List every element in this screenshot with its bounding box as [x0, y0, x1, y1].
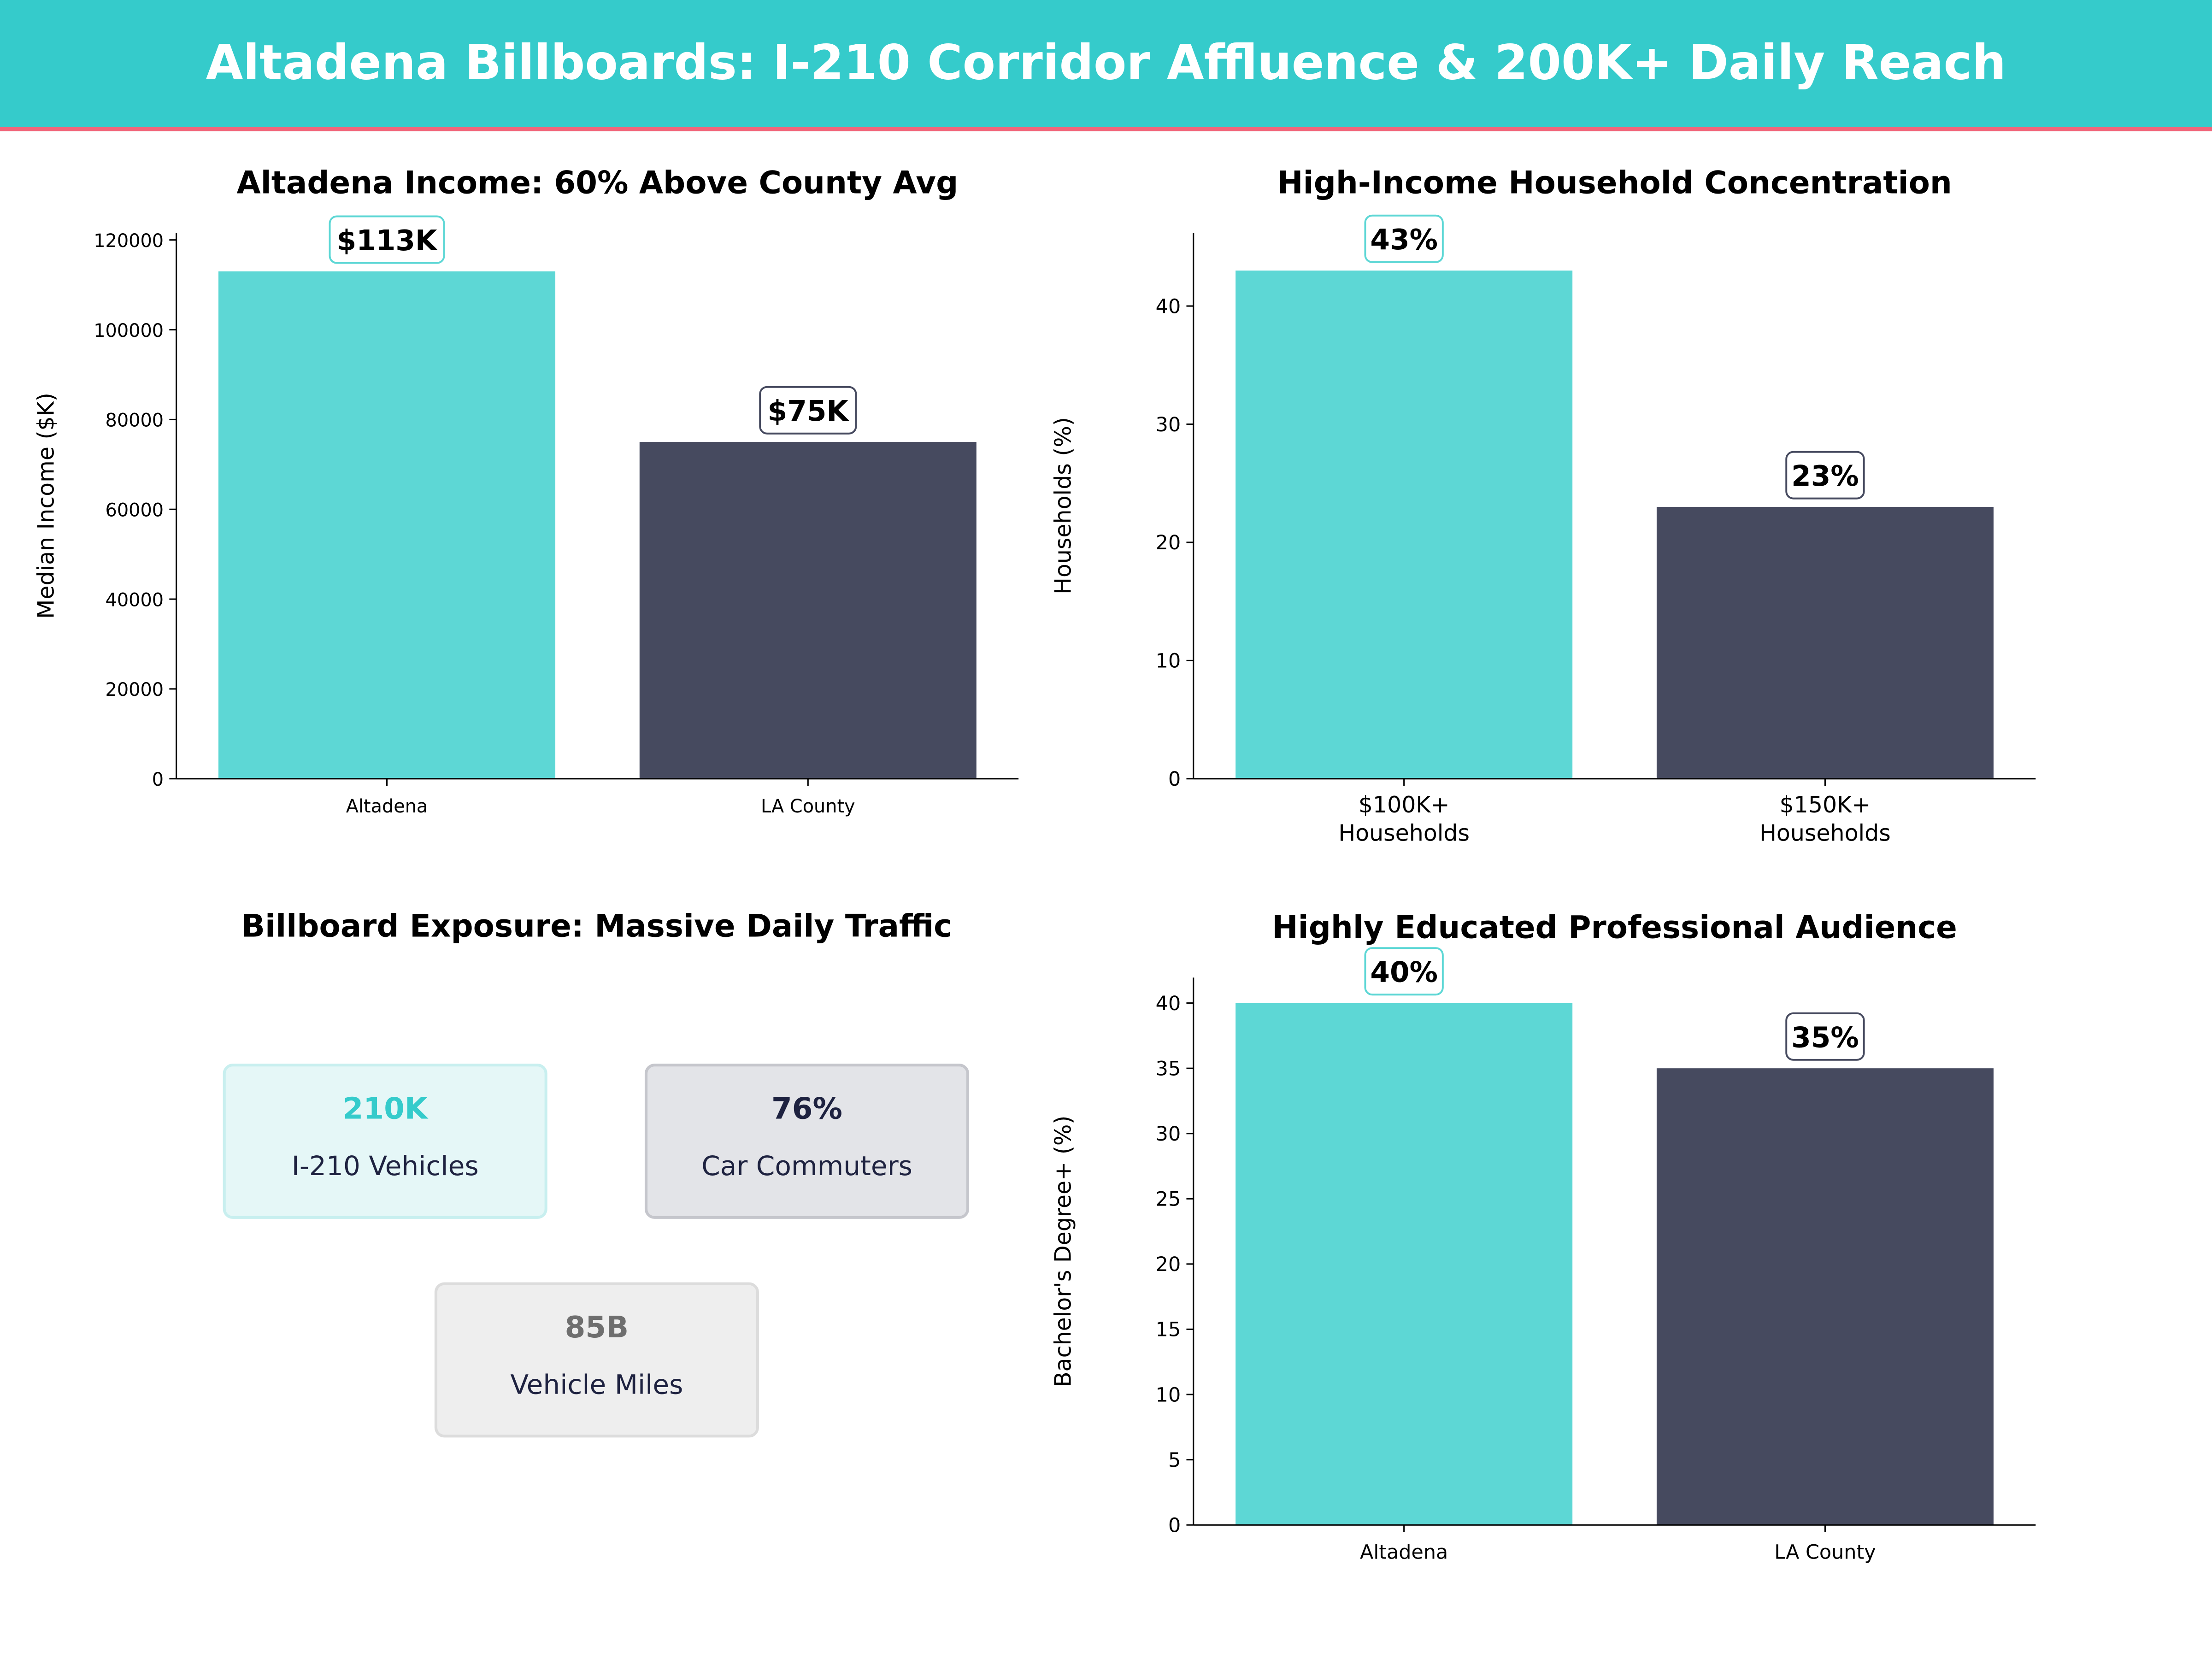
x-tick-label: Altadena	[1360, 1541, 1448, 1564]
y-tick-label: 40000	[106, 589, 164, 611]
chart-title: Altadena Income: 60% Above County Avg	[237, 164, 959, 200]
data-label: $113K	[337, 224, 438, 257]
bar-1	[1656, 507, 1994, 779]
bar-0	[1235, 1003, 1573, 1525]
data-label: 40%	[1370, 956, 1438, 989]
y-tick-label: 20000	[106, 679, 164, 700]
chart-education: Highly Educated Professional Audience Bac…	[1050, 909, 2036, 1564]
data-label: $75K	[768, 395, 850, 428]
data-label-box	[1785, 1012, 1865, 1061]
y-tick-label: 30	[1156, 1123, 1181, 1146]
chart-income: Altadena Income: 60% Above County Avg Med…	[33, 164, 1019, 817]
x-tick-label: LA County	[761, 796, 855, 817]
y-tick-label: 60000	[106, 500, 164, 521]
y-tick-label: 0	[1168, 1514, 1181, 1537]
y-axis-label: Bachelor's Degree+ (%)	[1050, 1116, 1076, 1387]
stat-label: Vehicle Miles	[510, 1370, 683, 1401]
stat-label: I-210 Vehicles	[291, 1151, 479, 1182]
data-label: 23%	[1791, 460, 1859, 493]
stat-card-miles: 85B Vehicle Miles	[434, 1282, 759, 1438]
chart-title: High-Income Household Concentration	[1277, 164, 1952, 200]
stat-value: 210K	[342, 1092, 428, 1126]
y-tick-label: 15	[1156, 1318, 1181, 1341]
y-tick-label: 5	[1168, 1449, 1181, 1472]
stat-label: Car Commuters	[701, 1151, 912, 1182]
y-tick-label: 0	[1168, 768, 1181, 791]
y-tick-label: 10	[1156, 1383, 1181, 1406]
stat-card-vehicles: 210K I-210 Vehicles	[223, 1064, 547, 1219]
y-tick-label: 40	[1156, 992, 1181, 1015]
data-label-box	[1364, 947, 1444, 996]
x-tick-label: $100K+	[1359, 792, 1450, 818]
y-tick-label: 35	[1156, 1057, 1181, 1080]
x-tick-label: Altadena	[346, 796, 428, 817]
page-title: Altadena Billboards: I-210 Corridor Affl…	[206, 35, 2006, 92]
data-label-box	[1364, 214, 1444, 263]
y-tick-label: 25	[1156, 1188, 1181, 1211]
x-tick-label: $150K+	[1780, 792, 1871, 818]
stat-value: 76%	[771, 1092, 842, 1126]
bar-1	[639, 442, 977, 779]
y-tick-label: 30	[1156, 413, 1181, 436]
data-label-box	[1785, 451, 1865, 500]
bar-0	[218, 271, 556, 779]
y-axis-label: Median Income ($K)	[33, 393, 59, 619]
y-tick-label: 80000	[106, 410, 164, 431]
data-label: 35%	[1791, 1021, 1859, 1054]
data-label-box	[759, 386, 857, 435]
stat-value: 85B	[565, 1310, 629, 1345]
y-tick-label: 40	[1156, 295, 1181, 318]
chart-households: High-Income Household Concentration House…	[1050, 164, 2036, 846]
y-tick-label: 20	[1156, 1253, 1181, 1276]
y-tick-label: 100000	[94, 320, 164, 341]
y-tick-label: 20	[1156, 531, 1181, 554]
y-axis-label: Households (%)	[1050, 417, 1076, 594]
x-tick-label: Households	[1759, 820, 1891, 846]
stat-card-commuters: 76% Car Commuters	[644, 1064, 970, 1219]
data-label-box	[329, 215, 445, 264]
y-tick-label: 10	[1156, 650, 1181, 673]
bar-1	[1656, 1068, 1994, 1525]
x-tick-label: LA County	[1774, 1541, 1876, 1564]
x-tick-label: Households	[1338, 820, 1470, 846]
y-tick-label: 0	[152, 769, 164, 790]
header-banner: Altadena Billboards: I-210 Corridor Affl…	[0, 0, 2212, 131]
chart-title: Highly Educated Professional Audience	[1272, 909, 1957, 946]
bar-0	[1235, 271, 1573, 779]
y-tick-label: 120000	[94, 230, 164, 252]
exposure-title: Billboard Exposure: Massive Daily Traffi…	[241, 910, 953, 946]
data-label: 43%	[1370, 224, 1438, 256]
